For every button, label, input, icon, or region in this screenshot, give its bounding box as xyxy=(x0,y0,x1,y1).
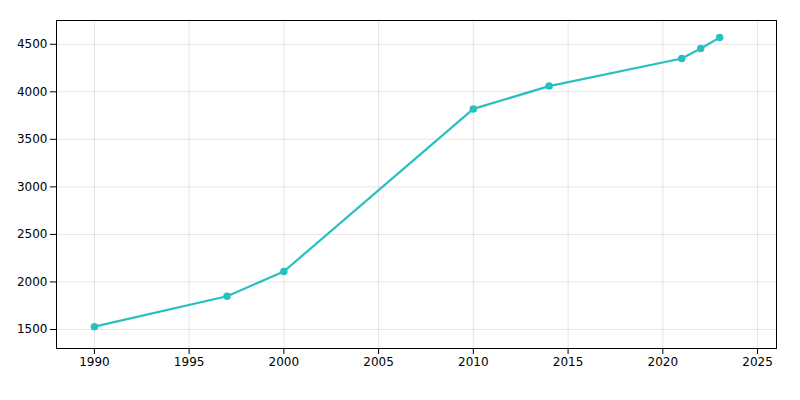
svg-text:4500: 4500 xyxy=(17,37,48,51)
svg-text:2005: 2005 xyxy=(363,355,394,369)
svg-text:1990: 1990 xyxy=(79,355,110,369)
svg-text:2015: 2015 xyxy=(553,355,584,369)
svg-text:3500: 3500 xyxy=(17,132,48,146)
svg-text:2000: 2000 xyxy=(17,275,48,289)
svg-text:4000: 4000 xyxy=(17,85,48,99)
svg-text:1995: 1995 xyxy=(174,355,205,369)
svg-text:2000: 2000 xyxy=(269,355,300,369)
svg-text:2025: 2025 xyxy=(742,355,773,369)
svg-text:2010: 2010 xyxy=(458,355,489,369)
svg-text:2020: 2020 xyxy=(648,355,679,369)
svg-text:2500: 2500 xyxy=(17,227,48,241)
svg-text:1500: 1500 xyxy=(17,322,48,336)
svg-text:3000: 3000 xyxy=(17,180,48,194)
